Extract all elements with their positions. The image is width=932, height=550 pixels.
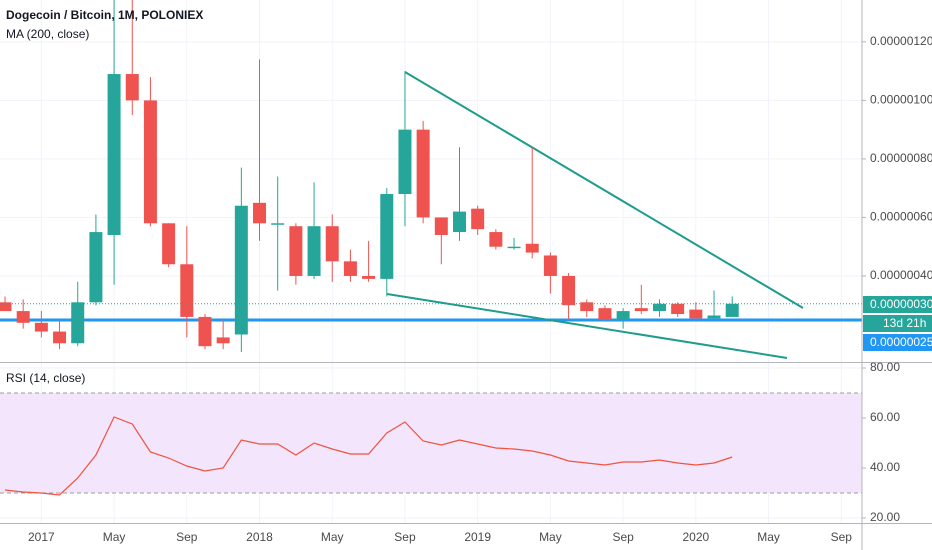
- candle-body: [253, 202, 267, 224]
- axis-labels: 0.00000120 0.00000100 0.00000080 0.00000060…: [28, 34, 932, 544]
- y-tick-label: 80.00: [870, 360, 900, 374]
- candle-body: [71, 302, 85, 344]
- candle-body: [53, 331, 67, 344]
- candle-body: [707, 315, 721, 319]
- x-tick-label: May: [757, 530, 780, 544]
- candle-body: [380, 194, 394, 279]
- price-pane: [0, 0, 862, 359]
- candle-body: [434, 217, 448, 235]
- x-tick-label: May: [321, 530, 344, 544]
- x-tick-label: Sep: [394, 530, 416, 544]
- candle-body: [689, 309, 703, 319]
- candle-body: [543, 255, 557, 276]
- candle-body: [489, 232, 503, 247]
- candle-body: [307, 226, 321, 276]
- indicator-label: MA (200, close): [6, 27, 89, 41]
- line-price-label: 0.00000025: [870, 335, 932, 349]
- countdown-label: 13d 21h: [883, 316, 926, 330]
- candle-body: [180, 264, 194, 317]
- x-tick-label: 2019: [464, 530, 491, 544]
- x-tick-label: 2017: [28, 530, 55, 544]
- candle-body: [198, 316, 212, 347]
- y-tick-label: 0.00000080: [870, 151, 932, 165]
- candle-body: [562, 275, 576, 306]
- y-tick-label: 40.00: [870, 460, 900, 474]
- candle-body: [507, 246, 521, 249]
- candle-body: [343, 261, 357, 276]
- x-tick-label: Sep: [176, 530, 198, 544]
- countdown-box: [863, 315, 932, 332]
- candle-body: [362, 275, 376, 279]
- candle-body: [598, 308, 612, 320]
- candle-body: [271, 223, 285, 225]
- candle-body: [289, 226, 303, 276]
- y-tick-label: 20.00: [870, 510, 900, 524]
- x-tick-label: Sep: [612, 530, 634, 544]
- candle-body: [0, 302, 12, 312]
- candle-body: [162, 223, 176, 265]
- chart-title: Dogecoin / Bitcoin, 1M, POLONIEX: [6, 8, 203, 22]
- y-tick-label: 0.00000060: [870, 210, 932, 224]
- last-price-box: [863, 296, 932, 313]
- candle-body: [34, 322, 48, 332]
- candle-body: [453, 211, 466, 233]
- candle-body: [580, 302, 594, 312]
- candle-body: [416, 129, 430, 218]
- candle-body: [143, 100, 157, 224]
- candle-body: [16, 311, 30, 323]
- candle-body: [652, 303, 666, 312]
- candle-body: [125, 74, 139, 101]
- candle-body: [725, 303, 739, 317]
- x-tick-label: 2020: [682, 530, 709, 544]
- candle-body: [471, 208, 485, 230]
- candle-body: [234, 205, 248, 335]
- rsi-pane: [0, 392, 862, 496]
- candle-body: [107, 74, 121, 235]
- last-price-label: 0.00000030: [870, 297, 932, 311]
- candle-body: [634, 308, 648, 312]
- rsi-line: [4, 416, 733, 496]
- x-tick-label: 2018: [246, 530, 273, 544]
- rsi-label: RSI (14, close): [6, 371, 85, 385]
- y-tick-label: 60.00: [870, 410, 900, 424]
- x-tick-label: May: [103, 530, 126, 544]
- candle-body: [398, 129, 412, 195]
- candle-body: [616, 311, 630, 320]
- x-tick-label: May: [539, 530, 562, 544]
- line-price-box: [863, 334, 932, 351]
- trend-line: [404, 71, 804, 309]
- candle-body: [216, 337, 230, 344]
- y-tick-label: 0.00000120: [870, 34, 932, 48]
- candle-body: [525, 243, 539, 253]
- y-tick-label: 0.00000100: [870, 93, 932, 107]
- candle-body: [325, 226, 339, 262]
- x-tick-label: Sep: [831, 530, 853, 544]
- trend-line: [386, 293, 788, 359]
- y-tick-label: 0.00000040: [870, 268, 932, 282]
- candle-body: [671, 303, 685, 315]
- candle-body: [89, 232, 103, 303]
